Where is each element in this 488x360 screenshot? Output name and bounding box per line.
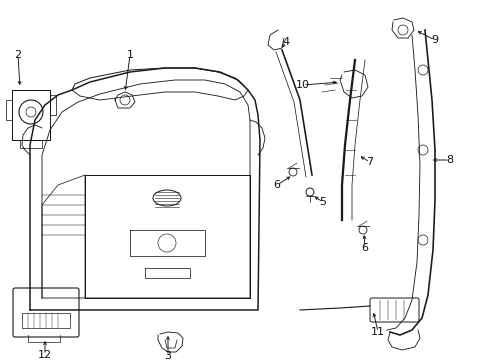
Text: 8: 8	[446, 155, 453, 165]
Text: 6: 6	[361, 243, 368, 253]
Text: 12: 12	[38, 350, 52, 360]
Text: 4: 4	[282, 37, 289, 47]
Text: 11: 11	[370, 327, 384, 337]
Text: 5: 5	[319, 197, 326, 207]
Bar	[22, 313, 70, 328]
Text: 1: 1	[126, 50, 133, 60]
Text: 2: 2	[15, 50, 21, 60]
Text: 7: 7	[366, 157, 373, 167]
Text: 10: 10	[295, 80, 309, 90]
Text: 3: 3	[164, 351, 171, 360]
Text: 6: 6	[273, 180, 280, 190]
Text: 9: 9	[430, 35, 438, 45]
